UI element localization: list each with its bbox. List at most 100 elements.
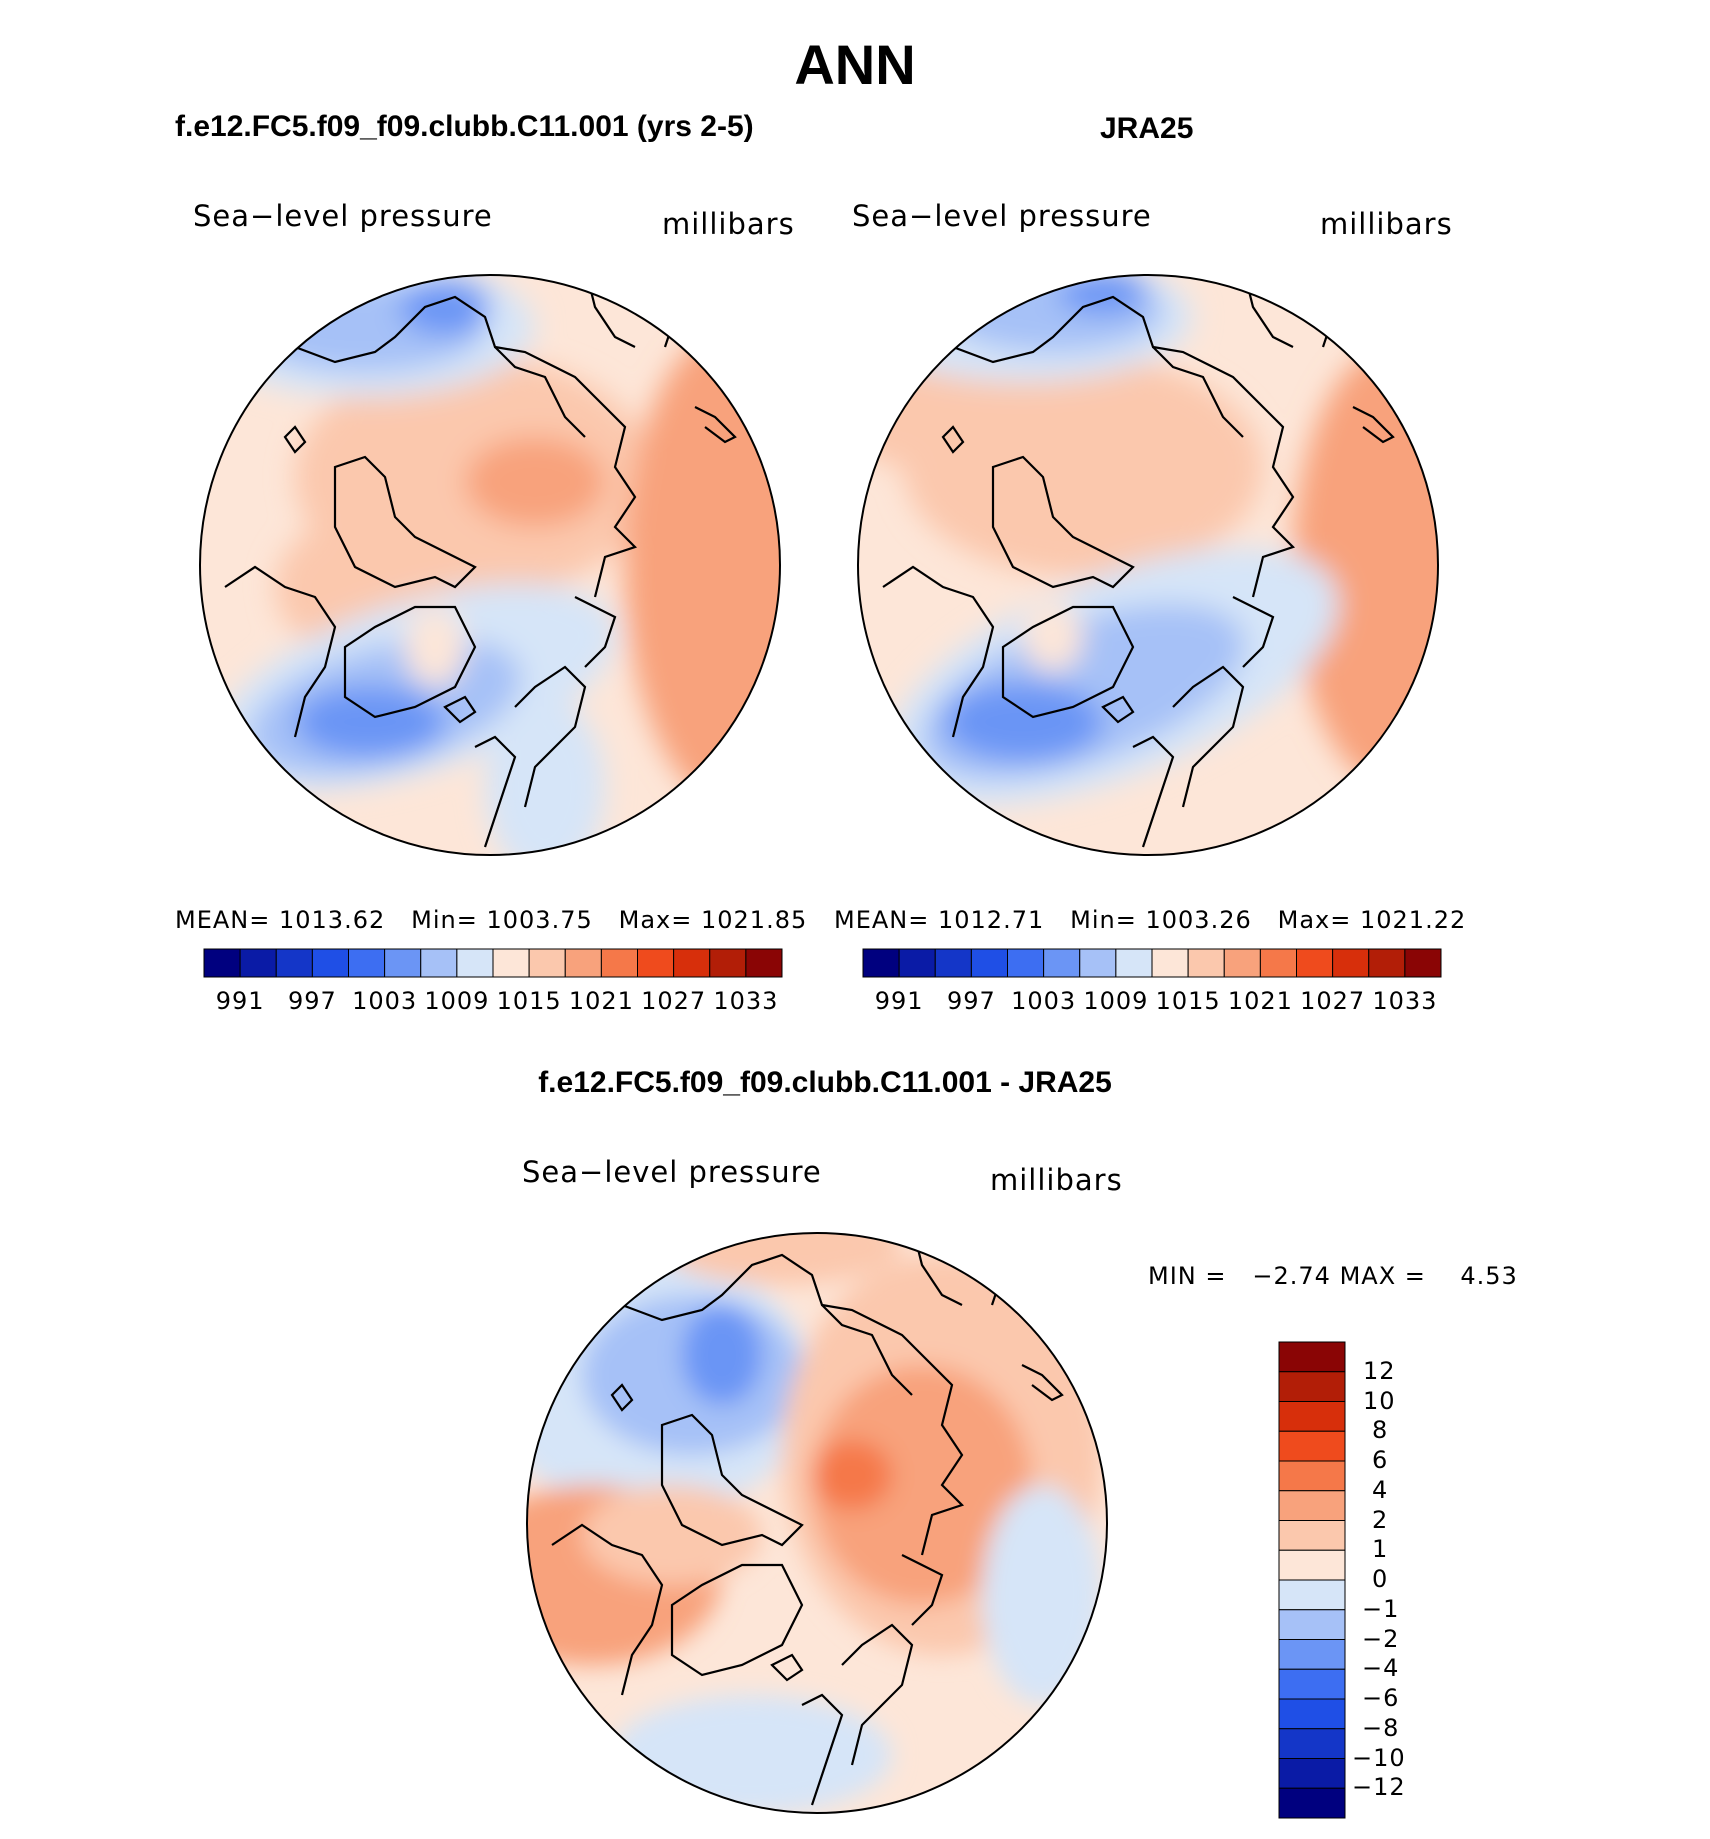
model-colorbar-box: [709, 948, 747, 978]
obs-colorbar-box: [1043, 948, 1081, 978]
model-colorbar-tick: 997: [287, 987, 337, 1015]
model-colorbar-tick: 1015: [496, 987, 562, 1015]
obs-colorbar-tick: 1027: [1300, 987, 1366, 1015]
model-variable-label: Sea−level pressure: [193, 199, 493, 233]
model-colorbar-box: [673, 948, 711, 978]
diff-colorbar-box: [1278, 1609, 1346, 1640]
model-colorbar-box: [384, 948, 422, 978]
model-colorbar-tick: 1033: [713, 987, 779, 1015]
obs-colorbar-box: [862, 948, 900, 978]
model-colorbar-box: [203, 948, 241, 978]
diff-polar-map: [526, 1232, 1108, 1814]
obs-colorbar-box: [1404, 948, 1442, 978]
diff-colorbar-tick: −2: [1362, 1624, 1400, 1653]
obs-colorbar-box: [1296, 948, 1334, 978]
obs-mean-value: 1012.71: [938, 906, 1045, 934]
model-colorbar-tick: 1021: [568, 987, 634, 1015]
diff-colorbar-box: [1278, 1520, 1346, 1551]
model-colorbar-box: [637, 948, 675, 978]
diff-units-label: millibars: [990, 1163, 1123, 1197]
obs-colorbar-box: [1259, 948, 1297, 978]
obs-colorbar-tick: 1009: [1083, 987, 1149, 1015]
model-colorbar-box: [528, 948, 566, 978]
obs-variable-label: Sea−level pressure: [852, 199, 1152, 233]
obs-colorbar-tick: 1003: [1011, 987, 1077, 1015]
obs-colorbar-tick: 1015: [1155, 987, 1221, 1015]
model-colorbar: [203, 948, 783, 978]
diff-colorbar-tick: 6: [1372, 1446, 1389, 1474]
model-colorbar-box: [745, 948, 783, 978]
model-colorbar-tick: 1003: [352, 987, 418, 1015]
model-colorbar-box: [600, 948, 638, 978]
diff-colorbar-tick: 1: [1372, 1535, 1389, 1564]
diff-colorbar-box: [1278, 1639, 1346, 1670]
model-panel-heading: f.e12.FC5.f09_f09.clubb.C11.001 (yrs 2-5…: [175, 110, 754, 143]
diff-colorbar-tick: −10: [1352, 1743, 1406, 1772]
obs-colorbar-tick: 1033: [1372, 987, 1438, 1015]
obs-colorbar-box: [1007, 948, 1045, 978]
diff-colorbar-box: [1278, 1668, 1346, 1700]
obs-mean-label: MEAN=: [834, 906, 930, 934]
obs-colorbar-box: [1187, 948, 1225, 978]
obs-stats: MEAN= 1012.71 Min= 1003.26 Max= 1021.22: [834, 906, 1466, 934]
obs-colorbar-box: [1151, 948, 1189, 978]
model-mean-label: MEAN=: [175, 906, 271, 934]
model-colorbar-box: [564, 948, 602, 978]
model-colorbar-box: [239, 948, 277, 978]
model-colorbar-tick: 1027: [641, 987, 707, 1015]
diff-colorbar-tick: 0: [1372, 1565, 1389, 1593]
diff-max-value: 4.53: [1460, 1262, 1518, 1290]
diff-panel-heading: f.e12.FC5.f09_f09.clubb.C11.001 - JRA25: [538, 1066, 1112, 1099]
diff-colorbar-tick: 2: [1372, 1505, 1389, 1534]
obs-colorbar-box: [1223, 948, 1261, 978]
model-polar-map: [199, 274, 781, 856]
obs-colorbar-box: [1079, 948, 1117, 978]
model-colorbar-box: [311, 948, 349, 978]
obs-colorbar-box: [934, 948, 972, 978]
model-colorbar-box: [348, 948, 386, 978]
diff-colorbar-box: [1278, 1758, 1346, 1789]
model-min-value: 1003.75: [486, 906, 593, 934]
diff-min-value: −2.74: [1252, 1262, 1331, 1290]
model-units-label: millibars: [662, 207, 795, 241]
diff-colorbar-box: [1278, 1490, 1346, 1521]
model-colorbar-box: [275, 948, 313, 978]
obs-polar-map: [857, 274, 1439, 856]
model-mean-value: 1013.62: [279, 906, 386, 934]
diff-colorbar: [1278, 1341, 1346, 1819]
diff-colorbar-box: [1278, 1341, 1346, 1373]
diff-colorbar-box: [1278, 1549, 1346, 1581]
diff-colorbar-box: [1278, 1698, 1346, 1730]
obs-min-label: Min=: [1070, 906, 1137, 934]
diff-colorbar-box: [1278, 1371, 1346, 1402]
diff-variable-label: Sea−level pressure: [522, 1155, 822, 1189]
diff-colorbar-box: [1278, 1728, 1346, 1759]
obs-colorbar: [862, 948, 1442, 978]
obs-colorbar-box: [970, 948, 1008, 978]
model-max-label: Max=: [618, 906, 693, 934]
diff-colorbar-tick: 10: [1363, 1386, 1396, 1415]
obs-colorbar-box: [1115, 948, 1153, 978]
obs-max-label: Max=: [1277, 906, 1352, 934]
diff-colorbar-box: [1278, 1787, 1346, 1819]
obs-colorbar-tick: 1021: [1227, 987, 1293, 1015]
diff-colorbar-tick: −8: [1362, 1713, 1400, 1742]
obs-max-value: 1021.22: [1360, 906, 1467, 934]
model-colorbar-box: [492, 948, 530, 978]
model-stats: MEAN= 1013.62 Min= 1003.75 Max= 1021.85: [175, 906, 807, 934]
model-colorbar-box: [420, 948, 458, 978]
obs-min-value: 1003.26: [1145, 906, 1252, 934]
diff-colorbar-tick: 4: [1372, 1475, 1389, 1504]
diff-colorbar-tick: 12: [1363, 1356, 1396, 1385]
diff-minmax: MIN = −2.74 MAX = 4.53: [1148, 1262, 1518, 1290]
obs-colorbar-tick: 991: [874, 987, 924, 1015]
obs-colorbar-box: [898, 948, 936, 978]
diff-colorbar-box: [1278, 1430, 1346, 1462]
model-colorbar-tick: 991: [215, 987, 265, 1015]
model-min-label: Min=: [411, 906, 478, 934]
model-colorbar-box: [456, 948, 494, 978]
diff-min-label: MIN =: [1148, 1262, 1227, 1290]
diff-colorbar-box: [1278, 1579, 1346, 1611]
main-title: ANN: [794, 33, 916, 96]
diff-colorbar-tick: 8: [1372, 1416, 1389, 1445]
